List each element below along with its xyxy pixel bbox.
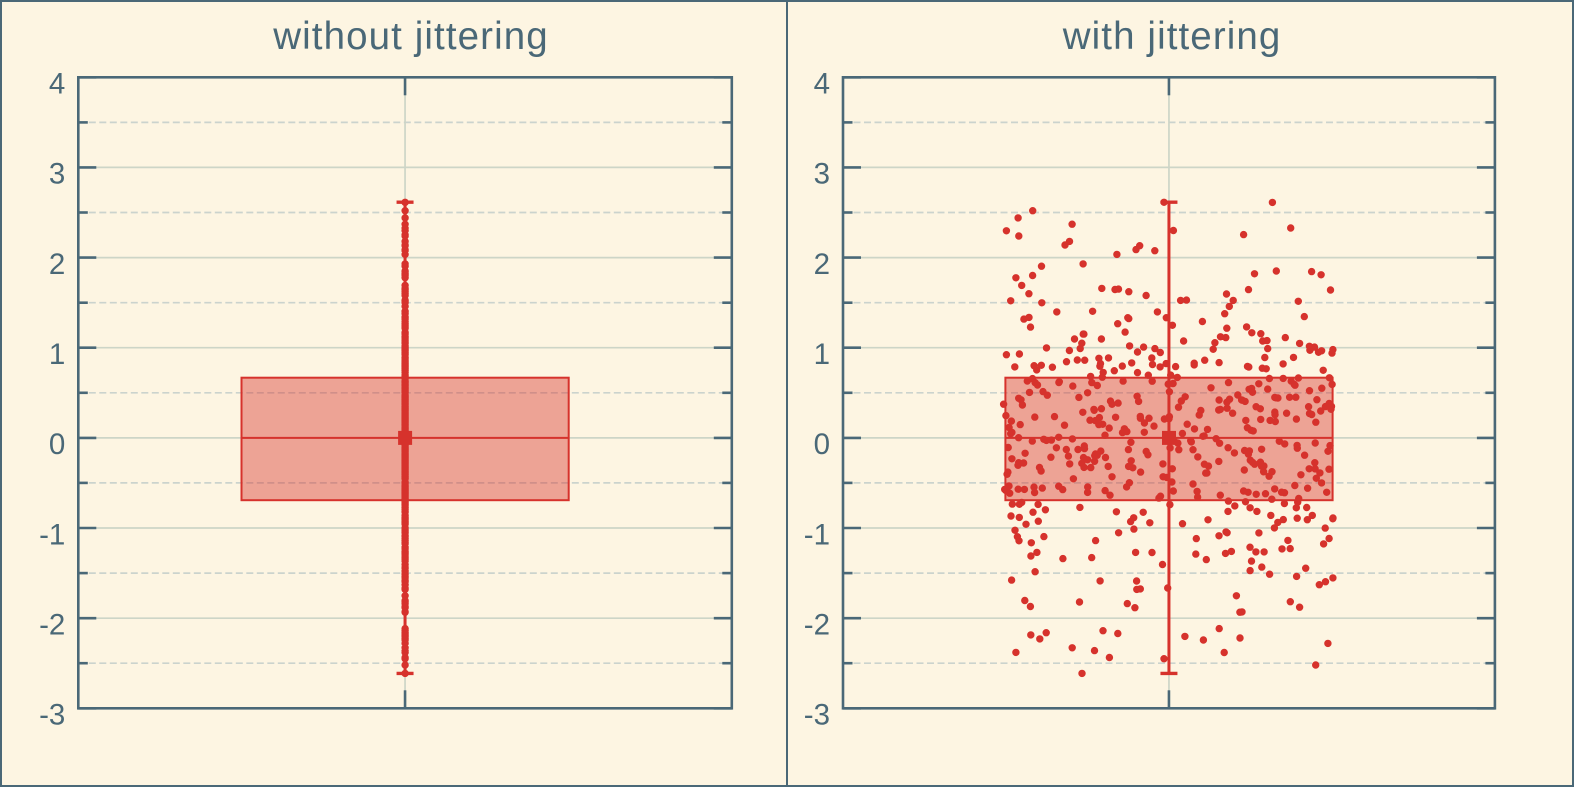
svg-text:-2: -2 (804, 609, 830, 642)
svg-text:-3: -3 (39, 699, 65, 732)
svg-text:-2: -2 (39, 609, 65, 642)
svg-text:0: 0 (814, 428, 830, 461)
svg-text:3: 3 (49, 158, 65, 191)
svg-text:with jittering: with jittering (1062, 15, 1282, 58)
svg-text:-3: -3 (804, 699, 830, 732)
svg-text:4: 4 (49, 68, 65, 101)
svg-text:0: 0 (49, 428, 65, 461)
svg-text:1: 1 (49, 338, 65, 371)
svg-text:3: 3 (814, 158, 830, 191)
svg-text:2: 2 (814, 248, 830, 281)
svg-text:without jittering: without jittering (272, 15, 549, 58)
svg-text:4: 4 (814, 68, 830, 101)
svg-text:1: 1 (814, 338, 830, 371)
svg-text:-1: -1 (804, 518, 830, 551)
svg-text:2: 2 (49, 248, 65, 281)
svg-text:-1: -1 (39, 518, 65, 551)
